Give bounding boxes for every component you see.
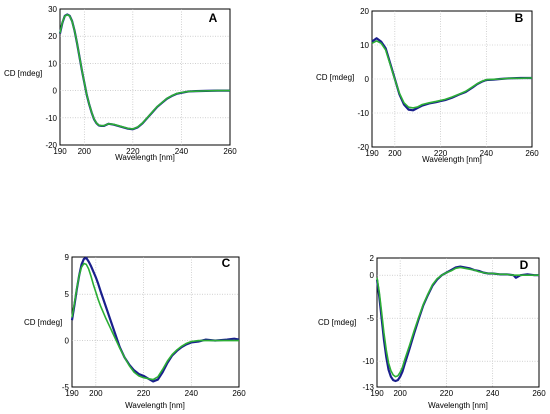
y-axis-label: CD [mdeg] — [316, 73, 354, 82]
y-tick-label: 10 — [48, 59, 57, 68]
x-axis-label: Wavelength [nm] — [125, 401, 185, 410]
y-tick-label: 2 — [370, 254, 375, 263]
series-line-1 — [70, 256, 240, 383]
chart-panel-c: 190 200 220 240 260 9 5 0 -5 Wavelength [nm] CD [m… — [24, 253, 246, 410]
x-tick-label: 200 — [393, 389, 407, 398]
y-tick-label: -10 — [357, 109, 369, 118]
y-tick-label: 9 — [65, 253, 70, 262]
x-tick-label: 220 — [434, 149, 448, 158]
series-line-2 — [71, 262, 239, 381]
y-axis-label: CD [mdeg] — [318, 318, 356, 327]
y-axis-label: CD [mdeg] — [24, 318, 62, 327]
y-tick-label: -20 — [45, 141, 57, 150]
y-tick-label: -5 — [367, 314, 375, 323]
plot-area — [71, 256, 240, 388]
panel-label: B — [515, 11, 524, 25]
y-tick-label: -5 — [62, 383, 70, 392]
x-tick-label: 200 — [78, 147, 92, 156]
x-tick-label: 260 — [532, 389, 546, 398]
x-tick-label: 200 — [89, 389, 103, 398]
x-axis-label: Wavelength [nm] — [422, 155, 482, 164]
x-axis-label: Wavelength [nm] — [428, 401, 488, 410]
y-tick-label: 5 — [65, 290, 70, 299]
series-line-2 — [371, 40, 533, 109]
y-tick-label: -10 — [362, 357, 374, 366]
y-tick-label: 0 — [53, 87, 58, 96]
panel-label: C — [222, 256, 231, 270]
x-tick-label: 190 — [365, 149, 379, 158]
x-tick-label: 260 — [525, 149, 539, 158]
x-tick-label: 220 — [126, 147, 140, 156]
x-tick-label: 240 — [185, 389, 199, 398]
x-tick-label: 190 — [53, 147, 67, 156]
x-tick-label: 260 — [223, 147, 237, 156]
chart-panel-a: 190 200 220 240 260 30 20 10 0 -10 -20 Wavelength [… — [4, 5, 237, 162]
y-tick-label: 0 — [365, 75, 370, 84]
x-tick-label: 190 — [65, 389, 79, 398]
x-tick-label: 220 — [440, 389, 454, 398]
y-tick-label: 0 — [370, 271, 375, 280]
x-tick-label: 200 — [388, 149, 402, 158]
y-tick-label: 20 — [48, 32, 57, 41]
x-tick-label: 220 — [137, 389, 151, 398]
x-tick-label: 240 — [486, 389, 500, 398]
x-tick-label: 190 — [370, 389, 384, 398]
series-line-2 — [59, 13, 230, 130]
panel-label: A — [209, 11, 218, 25]
x-tick-label: 260 — [232, 389, 246, 398]
y-tick-label: -20 — [357, 143, 369, 152]
y-axis-label: CD [mdeg] — [4, 69, 42, 78]
x-axis-label: Wavelength [nm] — [115, 153, 175, 162]
x-tick-label: 240 — [480, 149, 494, 158]
panel-label: D — [520, 258, 529, 272]
y-tick-label: 20 — [360, 7, 369, 16]
plot-area — [59, 8, 231, 146]
y-tick-label: 30 — [48, 5, 57, 14]
x-tick-label: 240 — [175, 147, 189, 156]
chart-panel-b: 190 200 220 240 260 20 10 0 -10 -20 Wavelength [nm… — [316, 7, 539, 164]
y-tick-label: 10 — [360, 41, 369, 50]
chart-panel-d: 190 200 220 240 260 2 0 -5 -10 -13 Wavelength [nm]… — [318, 254, 546, 410]
y-tick-label: 0 — [65, 337, 70, 346]
y-tick-label: -10 — [45, 114, 57, 123]
series-line-2 — [376, 266, 539, 378]
y-tick-label: -13 — [362, 383, 374, 392]
